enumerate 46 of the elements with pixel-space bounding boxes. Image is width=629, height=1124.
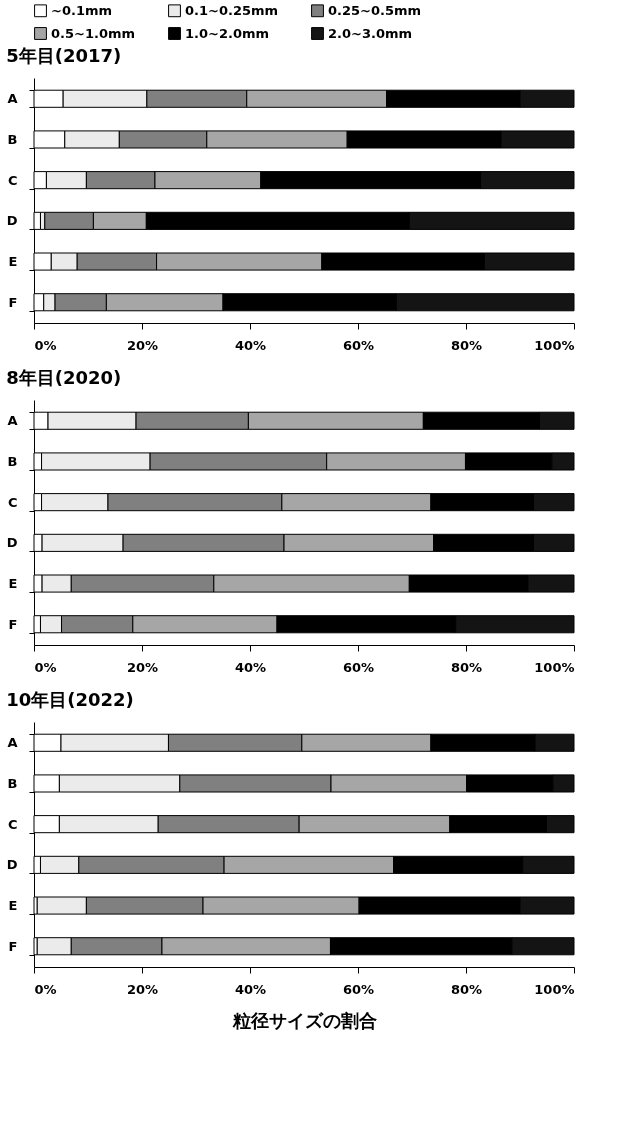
x-tick-label: 80% (450, 659, 483, 675)
x-tick-label: 20% (126, 337, 159, 353)
y-tick-label: A (7, 735, 18, 751)
y-tick-label: F (8, 294, 18, 310)
x-tick-label: 0% (34, 981, 57, 997)
x-tick-label: 40% (234, 659, 267, 675)
x-tick-label: 20% (126, 981, 159, 997)
y-tick-label: F (8, 616, 18, 632)
legend-label: 2.0~3.0mm (328, 25, 413, 41)
y-tick-label: B (7, 131, 18, 147)
chart-title: 10年目(2022) (6, 689, 134, 710)
y-tick-label: B (7, 453, 18, 469)
x-tick-label: 40% (234, 981, 267, 997)
y-tick-label: A (7, 413, 18, 429)
legend-label: 0.25~0.5mm (328, 2, 422, 18)
chart-title: 8年目(2020) (6, 367, 122, 388)
y-tick-label: C (7, 816, 18, 832)
x-tick-label: 100% (534, 337, 575, 353)
x-tick-label: 60% (342, 659, 375, 675)
x-tick-label: 40% (234, 337, 267, 353)
legend-label: 0.5~1.0mm (51, 25, 136, 41)
x-tick-label: 0% (34, 337, 57, 353)
x-tick-label: 80% (450, 981, 483, 997)
y-tick-label: E (8, 898, 18, 914)
legend-label: 1.0~2.0mm (185, 25, 270, 41)
x-tick-label: 100% (534, 659, 575, 675)
legend-label: 0.1~0.25mm (185, 2, 279, 18)
x-tick-label: 100% (534, 981, 575, 997)
y-tick-label: D (6, 535, 18, 551)
y-tick-label: D (6, 213, 18, 229)
x-tick-label: 60% (342, 337, 375, 353)
y-tick-label: E (8, 254, 18, 270)
y-tick-label: E (8, 576, 18, 592)
x-tick-label: 20% (126, 659, 159, 675)
legend-label: ~0.1mm (51, 2, 113, 18)
y-tick-label: F (8, 938, 18, 954)
y-tick-label: B (7, 775, 18, 791)
y-tick-label: C (7, 172, 18, 188)
y-tick-label: A (7, 91, 18, 107)
x-tick-label: 80% (450, 337, 483, 353)
x-tick-label: 0% (34, 659, 57, 675)
chart-title: 5年目(2017) (6, 45, 122, 66)
x-axis-title: 粒径サイズの割合 (231, 1009, 377, 1031)
x-tick-label: 60% (342, 981, 375, 997)
y-tick-label: D (6, 857, 18, 873)
y-tick-label: C (7, 494, 18, 510)
